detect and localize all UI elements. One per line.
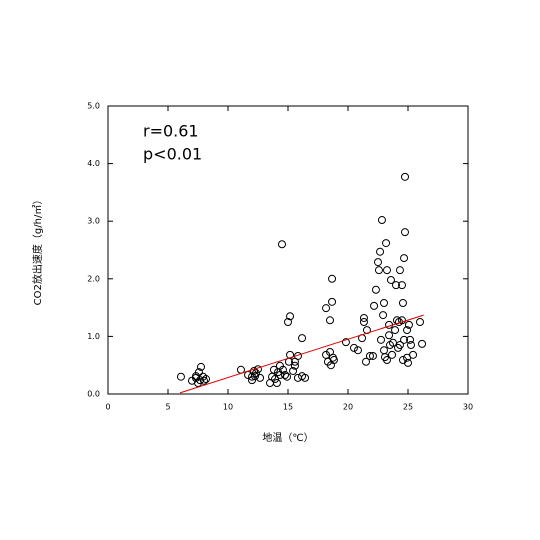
data-point bbox=[194, 379, 202, 388]
data-point bbox=[401, 228, 409, 237]
data-point bbox=[269, 365, 278, 374]
data-point bbox=[283, 372, 292, 381]
data-point bbox=[326, 316, 334, 325]
y-tick-label: 1.0 bbox=[87, 332, 100, 341]
data-point bbox=[371, 285, 380, 294]
data-point bbox=[284, 318, 292, 326]
data-point bbox=[176, 372, 185, 381]
data-point bbox=[398, 316, 406, 325]
data-point bbox=[289, 366, 298, 375]
data-point bbox=[395, 341, 404, 350]
data-point bbox=[409, 350, 418, 359]
data-point bbox=[406, 335, 415, 344]
data-point bbox=[278, 240, 286, 249]
data-point bbox=[328, 274, 337, 283]
data-point bbox=[400, 254, 409, 263]
data-point bbox=[197, 362, 205, 371]
x-tick-label: 5 bbox=[165, 403, 170, 412]
data-point bbox=[401, 172, 409, 181]
data-point bbox=[365, 351, 374, 360]
y-tick-label: 5.0 bbox=[87, 102, 100, 111]
y-tick-label: 3.0 bbox=[87, 217, 100, 226]
data-point bbox=[377, 216, 386, 225]
x-tick-label: 30 bbox=[463, 403, 473, 412]
y-tick-label: 4.0 bbox=[87, 159, 100, 168]
data-point bbox=[359, 318, 368, 326]
data-point bbox=[404, 358, 412, 367]
annotation: r=0.61 bbox=[143, 122, 199, 141]
trend-line bbox=[179, 314, 424, 394]
data-point bbox=[370, 301, 379, 310]
data-point bbox=[374, 266, 383, 275]
data-point bbox=[391, 326, 400, 335]
y-axis-label: CO2放出速度（g/h/㎡） bbox=[31, 195, 44, 306]
data-point bbox=[293, 373, 302, 382]
data-point bbox=[385, 331, 394, 340]
x-tick-label: 25 bbox=[403, 403, 413, 412]
x-tick-label: 0 bbox=[105, 403, 110, 412]
data-point bbox=[286, 350, 295, 359]
data-point bbox=[368, 351, 377, 360]
data-point bbox=[251, 372, 259, 381]
x-tick-label: 10 bbox=[223, 403, 233, 412]
data-point bbox=[403, 326, 412, 335]
data-point bbox=[199, 372, 208, 381]
data-point bbox=[256, 373, 265, 382]
data-point bbox=[395, 266, 404, 275]
data-point bbox=[400, 335, 409, 344]
y-tick-label: 0.0 bbox=[87, 390, 100, 399]
data-point bbox=[398, 281, 406, 290]
data-point bbox=[290, 361, 299, 370]
data-point bbox=[389, 338, 397, 347]
y-tick-label: 2.0 bbox=[87, 274, 100, 283]
data-point bbox=[377, 335, 385, 344]
data-point bbox=[380, 346, 388, 355]
data-point bbox=[286, 312, 295, 321]
data-point bbox=[374, 258, 382, 267]
data-point bbox=[341, 338, 350, 347]
data-point bbox=[272, 379, 281, 388]
data-point bbox=[362, 357, 370, 366]
data-point bbox=[418, 339, 427, 348]
data-point bbox=[281, 370, 289, 379]
data-point bbox=[250, 366, 259, 375]
x-axis-label: 地温（℃） bbox=[262, 431, 313, 444]
data-point bbox=[380, 298, 388, 307]
data-point bbox=[298, 334, 307, 343]
data-point bbox=[386, 275, 395, 284]
data-point bbox=[392, 281, 400, 290]
data-point bbox=[301, 373, 310, 382]
data-point bbox=[383, 356, 391, 365]
data-point bbox=[416, 318, 424, 326]
data-point bbox=[376, 247, 385, 256]
data-point bbox=[350, 343, 358, 352]
data-point bbox=[271, 375, 280, 384]
data-point bbox=[407, 341, 415, 350]
x-tick-label: 15 bbox=[283, 403, 293, 412]
data-point bbox=[398, 298, 407, 307]
data-point bbox=[383, 266, 391, 275]
x-tick-label: 20 bbox=[343, 403, 353, 412]
data-point bbox=[322, 304, 331, 313]
annotation: p<0.01 bbox=[143, 145, 202, 164]
data-point bbox=[329, 356, 338, 365]
data-point bbox=[388, 350, 397, 359]
data-point bbox=[382, 239, 391, 248]
data-point bbox=[379, 311, 388, 320]
data-point bbox=[328, 297, 337, 306]
data-point bbox=[353, 346, 362, 355]
data-point bbox=[404, 320, 413, 329]
data-point bbox=[359, 313, 368, 322]
data-point bbox=[274, 368, 283, 377]
